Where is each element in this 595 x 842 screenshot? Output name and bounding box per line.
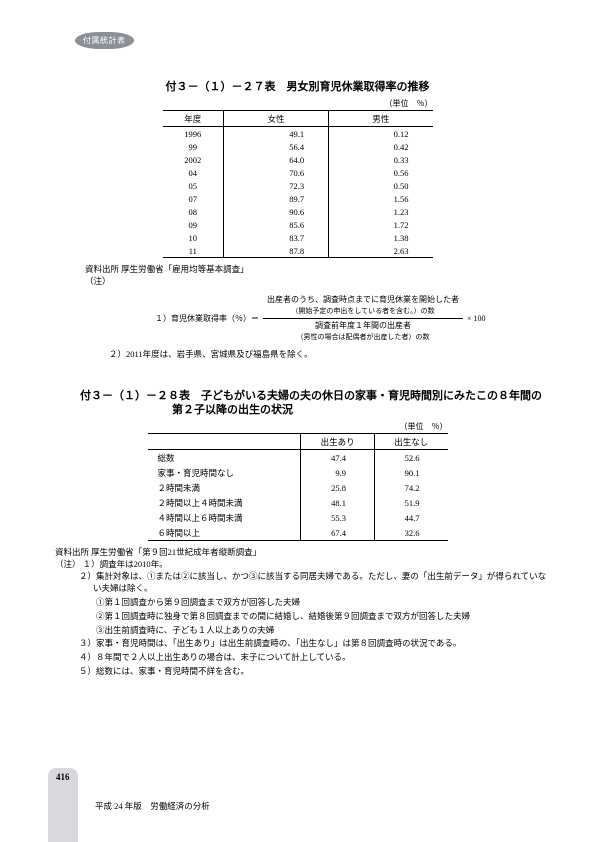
page-number: 416 <box>48 768 78 842</box>
t27-note2: ２）2011年度は、岩手県、宮城県及び福島県を除く。 <box>109 349 550 361</box>
note-line: ４）８年間で２人以上出生ありの場合は、末子について計上している。 <box>79 652 550 664</box>
t27-col0: 年度 <box>163 111 224 127</box>
table-cell: 0.56 <box>329 166 433 179</box>
table-cell: 1996 <box>163 127 224 141</box>
formula-lhs: １）育児休業取得率（％）＝ <box>155 313 259 324</box>
table-cell: 44.7 <box>375 510 448 525</box>
table-cell: 08 <box>163 205 224 218</box>
t28-source: 資料出所 厚生労働省「第９回21世紀成年者縦断調査」 （注） １）調査年は201… <box>55 547 550 678</box>
table-cell: 56.4 <box>224 140 329 153</box>
formula-denominator: 調査前年度１年間の出産者 <box>315 321 411 330</box>
t28-col2: 出生なし <box>375 434 448 450</box>
t28-col1: 出生あり <box>301 434 375 450</box>
source-label: 資料出所 <box>85 264 119 274</box>
note-line: ３）家事・育児時間は、「出生あり」は出生前調査時の、「出生なし」は第８回調査時の… <box>79 638 550 650</box>
table-cell: ４時間以上６時間未満 <box>148 510 301 525</box>
section-27: 付３－（１）－２７表 男女別育児休業取得率の推移 （単位 ％） 年度 女性 男性… <box>45 78 550 361</box>
table-cell: 87.8 <box>224 244 329 258</box>
table-cell: 48.1 <box>301 495 375 510</box>
table-cell: ２時間以上４時間未満 <box>148 495 301 510</box>
table-cell: ６時間以上 <box>148 525 301 541</box>
footer-text: 平成 24 年版 労働経済の分析 <box>95 800 210 812</box>
formula-numerator: 出産者のうち、調査時点までに育児休業を開始した者 <box>267 295 459 304</box>
table-cell: 1.72 <box>329 218 433 231</box>
table27-title: 付３－（１）－２７表 男女別育児休業取得率の推移 <box>45 78 550 94</box>
table-cell: 0.33 <box>329 153 433 166</box>
table-cell: 67.4 <box>301 525 375 541</box>
table-cell: 10 <box>163 231 224 244</box>
table-cell: 83.7 <box>224 231 329 244</box>
t27-col1: 女性 <box>224 111 329 127</box>
table-cell: ２時間未満 <box>148 480 301 495</box>
t27-col2: 男性 <box>329 111 433 127</box>
table-cell: 0.50 <box>329 179 433 192</box>
table-cell: 家事・育児時間なし <box>148 465 301 480</box>
note-line: ２）集計対象は、①または②に該当し、かつ③に該当する同居夫婦である。ただし、妻の… <box>79 571 550 595</box>
formula-block: １）育児休業取得率（％）＝ 出産者のうち、調査時点までに育児休業を開始した者 （… <box>155 294 550 343</box>
table-cell: 2002 <box>163 153 224 166</box>
table-cell: 25.8 <box>301 480 375 495</box>
table-cell: 0.12 <box>329 127 433 141</box>
source-text-28: 厚生労働省「第９回21世紀成年者縦断調査」 <box>91 547 261 557</box>
t27-source: 資料出所 厚生労働省「雇用均等基本調査」 （注） １）育児休業取得率（％）＝ 出… <box>85 264 550 361</box>
note-line: ①第１回調査から第９回調査まで双方が回答した夫婦 <box>79 597 550 609</box>
table-cell: 52.6 <box>375 450 448 466</box>
note-line: ②第１回調査時に独身で第８回調査までの間に結婚し、結婚後第９回調査まで双方が回答… <box>79 611 550 623</box>
table28-unit: （単位 ％） <box>148 421 448 432</box>
table-cell: 05 <box>163 179 224 192</box>
table-cell: 1.38 <box>329 231 433 244</box>
table27-unit: （単位 ％） <box>163 98 433 109</box>
table-27: 年度 女性 男性 199649.10.129956.40.42200264.00… <box>163 110 433 258</box>
source-text: 厚生労働省「雇用均等基本調査」 <box>121 264 249 274</box>
table-cell: 11 <box>163 244 224 258</box>
table-cell: 90.1 <box>375 465 448 480</box>
table-cell: 総数 <box>148 450 301 466</box>
notes-label: （注） <box>85 276 111 286</box>
table-cell: 2.63 <box>329 244 433 258</box>
table-cell: 89.7 <box>224 192 329 205</box>
table-cell: 74.2 <box>375 480 448 495</box>
table-cell: 55.3 <box>301 510 375 525</box>
table-cell: 99 <box>163 140 224 153</box>
section-28: 付３－（１）－２８表 子どもがいる夫婦の夫の休日の家事・育児時間別にみたこの８年… <box>45 389 550 679</box>
table-cell: 64.0 <box>224 153 329 166</box>
table-cell: 72.3 <box>224 179 329 192</box>
note-line: ③出生前調査時に、子ども１人以上ありの夫婦 <box>79 625 550 637</box>
table-cell: 04 <box>163 166 224 179</box>
table28-title: 付３－（１）－２８表 子どもがいる夫婦の夫の休日の家事・育児時間別にみたこの８年… <box>80 389 550 418</box>
table-cell: 09 <box>163 218 224 231</box>
source-label-28: 資料出所 <box>55 547 89 557</box>
section-badge: 付属統計表 <box>75 32 134 49</box>
table-cell: 0.42 <box>329 140 433 153</box>
table-cell: 85.6 <box>224 218 329 231</box>
table-cell: 1.23 <box>329 205 433 218</box>
table-cell: 51.9 <box>375 495 448 510</box>
table-cell: 49.1 <box>224 127 329 141</box>
formula-numerator-sub: （開始予定の申出をしている者を含む。）の数 <box>291 307 434 315</box>
table-cell: 90.6 <box>224 205 329 218</box>
table-cell: 9.9 <box>301 465 375 480</box>
table-cell: 1.56 <box>329 192 433 205</box>
t28-col0 <box>148 434 301 450</box>
table-cell: 07 <box>163 192 224 205</box>
t28-note-0: １）調査年は2010年。 <box>83 559 168 569</box>
formula-suffix: × 100 <box>467 313 486 324</box>
note-line: ５）総数には、家事・育児時間不詳を含む。 <box>79 666 550 678</box>
formula-denominator-sub: （男性の場合は配偶者が出産した者）の数 <box>297 333 430 341</box>
notes-label-28: （注） <box>55 559 81 569</box>
table-28: 出生あり 出生なし 総数47.452.6 家事・育児時間なし9.990.1 ２時間未… <box>148 433 448 541</box>
table-cell: 32.6 <box>375 525 448 541</box>
table-cell: 70.6 <box>224 166 329 179</box>
formula-fraction: 出産者のうち、調査時点までに育児休業を開始した者 （開始予定の申出をしている者を… <box>263 294 463 343</box>
table-cell: 47.4 <box>301 450 375 466</box>
